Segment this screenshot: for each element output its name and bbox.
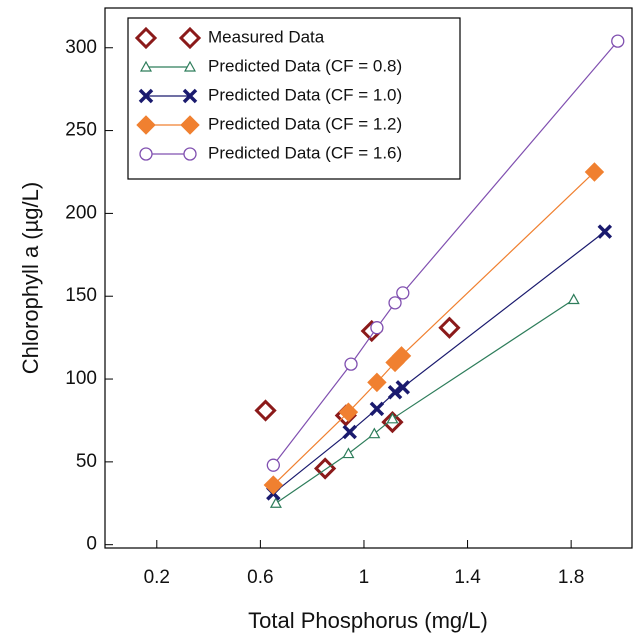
x-tick-label: 1.8	[558, 567, 584, 588]
x-tick-label: 1	[359, 567, 370, 588]
marker	[370, 321, 384, 335]
marker	[386, 412, 399, 424]
legend-marker	[180, 115, 200, 135]
y-tick-label: 200	[65, 202, 97, 223]
legend-label: Predicted Data (CF = 1.6)	[208, 143, 402, 162]
marker	[597, 224, 613, 239]
series-line	[275, 299, 575, 504]
x-axis-label: Total Phosphorus (mg/L)	[248, 608, 488, 633]
marker	[269, 497, 282, 508]
marker	[567, 293, 580, 305]
legend-marker	[183, 147, 197, 161]
legend-marker	[139, 147, 153, 161]
y-tick-label: 0	[86, 534, 97, 555]
series-line	[272, 171, 595, 486]
x-tick-label: 0.6	[247, 567, 273, 588]
marker	[387, 385, 403, 400]
plot-frame	[104, 7, 633, 549]
marker	[338, 402, 359, 422]
y-tick-label: 100	[65, 368, 97, 389]
legend-marker	[139, 60, 153, 72]
marker	[367, 372, 387, 393]
legend-label: Predicted Data (CF = 1.2)	[208, 114, 402, 133]
marker	[342, 424, 357, 440]
legend-label: Predicted Data (CF = 0.8)	[208, 56, 402, 75]
marker	[369, 401, 385, 417]
marker	[438, 316, 461, 339]
legend-label: Measured Data	[208, 27, 325, 46]
marker	[342, 447, 355, 459]
marker	[611, 34, 625, 48]
marker	[263, 475, 284, 495]
legend-marker	[178, 26, 202, 50]
series-line	[272, 231, 606, 494]
x-tick-label: 0.2	[144, 567, 170, 588]
y-axis-label: Chlorophyll a (µg/L)	[18, 182, 43, 374]
marker	[344, 357, 358, 371]
legend-box	[127, 17, 461, 180]
legend-marker	[138, 88, 154, 104]
marker	[388, 296, 402, 310]
marker	[314, 457, 337, 480]
legend-marker	[182, 88, 198, 104]
series-line	[272, 40, 619, 466]
marker	[396, 286, 410, 300]
legend-label: Predicted Data (CF = 1.0)	[208, 85, 402, 104]
legend-marker	[183, 60, 197, 72]
y-tick-label: 300	[65, 37, 97, 58]
marker	[368, 427, 381, 439]
y-tick-label: 50	[76, 451, 97, 472]
x-tick-label: 1.4	[454, 567, 481, 588]
legend-marker	[136, 115, 156, 135]
y-tick-label: 150	[65, 285, 97, 306]
marker	[266, 458, 280, 472]
marker	[395, 380, 411, 395]
marker	[254, 399, 277, 422]
legend-marker	[134, 26, 158, 50]
y-tick-label: 250	[65, 120, 97, 141]
marker	[584, 162, 605, 182]
marker	[391, 346, 412, 366]
